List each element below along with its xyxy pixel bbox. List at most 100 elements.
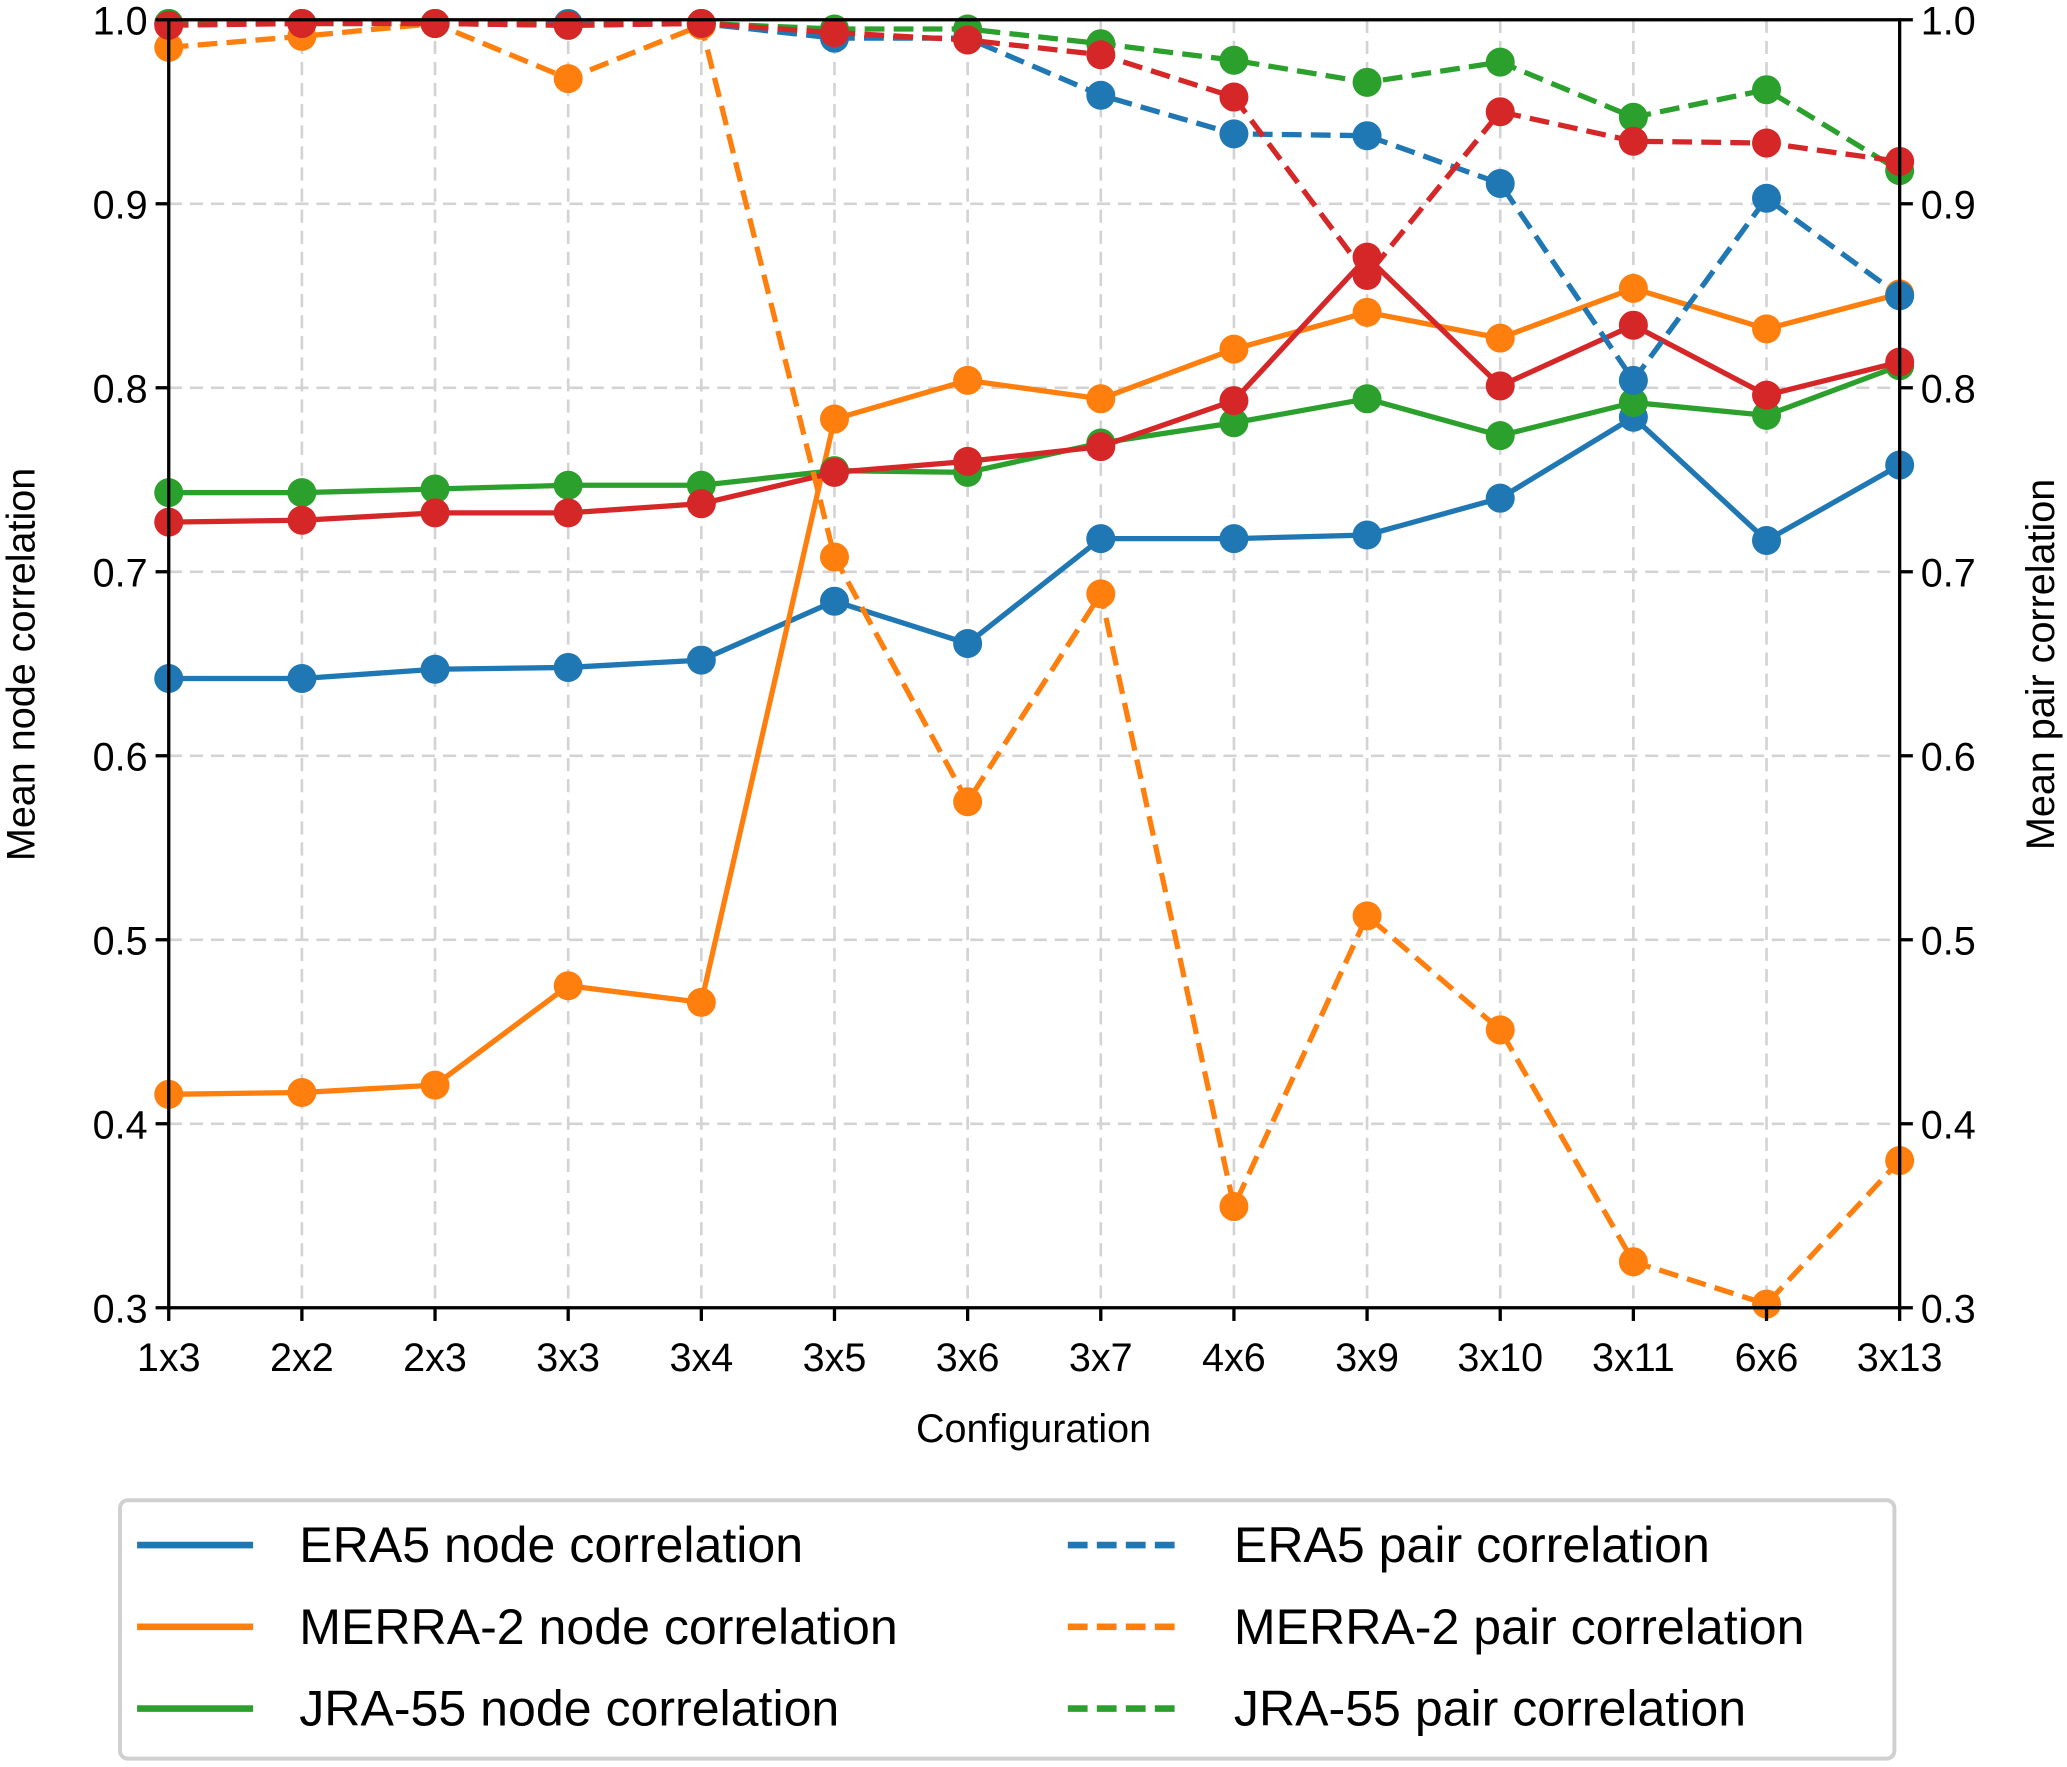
data-point (1086, 384, 1116, 414)
data-point (553, 470, 583, 500)
data-point (1485, 1015, 1515, 1045)
legend-label: MERRA-2 node correlation (299, 1599, 897, 1655)
data-point (1219, 82, 1249, 112)
y-tick-label-right: 0.7 (1921, 551, 1976, 595)
legend-label: ERA5 node correlation (299, 1517, 803, 1573)
data-point (1752, 75, 1782, 105)
x-tick-label: 3x10 (1457, 1336, 1543, 1380)
data-point (1752, 1289, 1782, 1319)
data-point (1086, 432, 1116, 462)
data-point (1219, 386, 1249, 416)
data-point (1618, 310, 1648, 340)
data-point (686, 987, 716, 1017)
series-era5-node-correlation (154, 402, 1915, 693)
series-line (168, 253, 1901, 525)
data-point (1086, 579, 1116, 609)
data-point (1485, 47, 1515, 77)
data-point (1352, 520, 1382, 550)
x-tick-label: 3x7 (1069, 1336, 1133, 1380)
series-line (168, 20, 1902, 1308)
series-era5-pair-correlation (154, 8, 1915, 395)
data-point (953, 787, 983, 817)
data-point (1086, 40, 1116, 70)
data-point (1352, 901, 1382, 931)
y-tick-label-right: 0.6 (1921, 735, 1976, 779)
y-tick-label-left: 0.8 (93, 367, 148, 411)
y-tick-label-left: 0.6 (93, 735, 148, 779)
data-point (953, 629, 983, 659)
plot-frame (167, 18, 1902, 1310)
data-point (553, 10, 583, 40)
data-point (1485, 421, 1515, 451)
x-tick-label: 3x11 (1592, 1336, 1675, 1380)
series-merra-2-node-correlation (154, 273, 1915, 1109)
data-point (1752, 183, 1782, 213)
x-axis-label: Configuration (916, 1407, 1151, 1451)
data-point (1219, 334, 1249, 364)
x-tick-label: 2x3 (403, 1336, 467, 1380)
data-point (420, 8, 450, 38)
x-tick-label: 3x6 (936, 1336, 1000, 1380)
data-point (1219, 45, 1249, 75)
series-lines (154, 8, 1915, 1319)
data-point (1485, 323, 1515, 353)
data-point (1752, 128, 1782, 158)
data-point (1618, 102, 1648, 132)
data-point (819, 542, 849, 572)
data-point (1219, 408, 1249, 438)
y-tick-label-right: 1.0 (1921, 0, 1976, 43)
data-point (1618, 387, 1648, 417)
series-jra-55-pair-correlation (154, 8, 1915, 186)
data-point (686, 489, 716, 519)
series-line (168, 413, 1901, 682)
series-line (168, 20, 1902, 385)
data-point (1485, 169, 1515, 199)
y-tick-label-right: 0.4 (1921, 1103, 1976, 1147)
x-tick-label: 4x6 (1202, 1336, 1266, 1380)
data-point (819, 18, 849, 48)
x-tick-label: 2x2 (270, 1336, 334, 1380)
data-point (686, 645, 716, 675)
y-tick-label-left: 0.9 (93, 183, 148, 227)
data-point (287, 663, 317, 693)
data-point (1752, 400, 1782, 430)
y-tick-label-right: 0.9 (1921, 183, 1976, 227)
data-point (819, 404, 849, 434)
data-point (1352, 121, 1382, 151)
data-point (1485, 483, 1515, 513)
x-tick-label: 3x3 (536, 1336, 600, 1380)
x-tick-label: 3x5 (803, 1336, 867, 1380)
series-line (168, 285, 1901, 1097)
data-point (1618, 365, 1648, 395)
data-point (1618, 1247, 1648, 1277)
data-point (420, 498, 450, 528)
y-tick-label-left: 0.3 (93, 1287, 148, 1331)
data-point (553, 971, 583, 1001)
data-point (420, 654, 450, 684)
data-point (953, 25, 983, 55)
data-point (819, 586, 849, 616)
series-line (168, 20, 1902, 173)
series-unlabeled-7 (154, 8, 1915, 291)
data-point (1219, 119, 1249, 149)
y-axis-label-right: Mean pair correlation (2019, 479, 2063, 850)
legend-label: ERA5 pair correlation (1234, 1517, 1710, 1573)
data-point (287, 505, 317, 535)
y-axis-label-left: Mean node correlation (0, 468, 43, 861)
axes: 0.3 0.3 0.4 0.4 0.5 0.5 0.6 0.6 0.7 0.7 0.8 0.8 0.9 0… (93, 0, 1976, 1380)
legend-label: MERRA-2 pair correlation (1234, 1599, 1805, 1655)
x-tick-label: 3x9 (1335, 1336, 1399, 1380)
data-point (819, 457, 849, 487)
data-point (1219, 1192, 1249, 1222)
y-tick-label-left: 0.5 (93, 919, 148, 963)
data-point (1485, 371, 1515, 401)
data-point (1485, 97, 1515, 127)
data-point (553, 64, 583, 94)
data-point (953, 446, 983, 476)
data-point (287, 478, 317, 508)
data-point (1352, 384, 1382, 414)
data-point (287, 1077, 317, 1107)
data-point (420, 474, 450, 504)
